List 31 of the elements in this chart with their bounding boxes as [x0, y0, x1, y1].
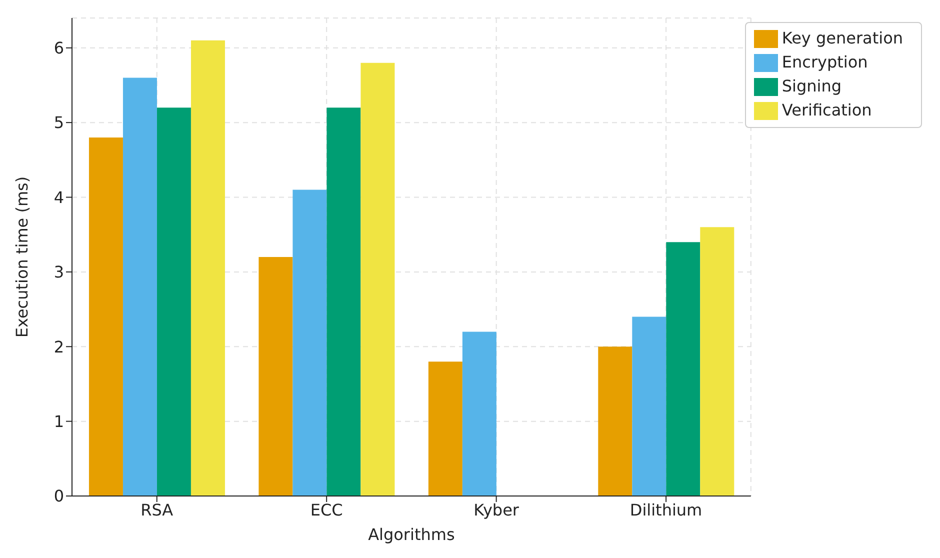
bar: [428, 362, 462, 496]
legend-label: Verification: [782, 100, 872, 120]
bar: [156, 108, 191, 496]
y-tick-label: 4: [54, 188, 64, 207]
bar: [122, 78, 157, 496]
bar: [360, 62, 395, 496]
legend-label: Key generation: [782, 28, 903, 48]
bar: [632, 316, 666, 496]
x-tick-label: ECC: [310, 500, 343, 520]
x-tick-label: Kyber: [474, 500, 520, 520]
bar: [700, 227, 734, 496]
y-tick-label: 3: [54, 262, 64, 282]
legend-label: Signing: [782, 76, 842, 96]
bar: [598, 346, 632, 496]
x-tick-label: RSA: [140, 500, 174, 520]
bar: [88, 138, 123, 496]
bar: [258, 257, 293, 496]
bar: [462, 332, 496, 496]
y-tick-label: 0: [54, 486, 64, 506]
bar: [326, 108, 361, 496]
x-tick-label: Dilithium: [630, 500, 702, 520]
bar: [292, 190, 327, 496]
y-tick-label: 2: [54, 337, 64, 356]
y-tick-label: 1: [54, 412, 64, 431]
y-tick-label: 6: [54, 38, 64, 58]
legend-label: Encryption: [782, 52, 868, 72]
bar: [190, 40, 225, 496]
y-tick-label: 5: [54, 113, 64, 132]
x-axis-title: Algorithms: [368, 525, 455, 544]
bar: [666, 242, 700, 496]
y-axis-title: Execution time (ms): [12, 176, 32, 338]
